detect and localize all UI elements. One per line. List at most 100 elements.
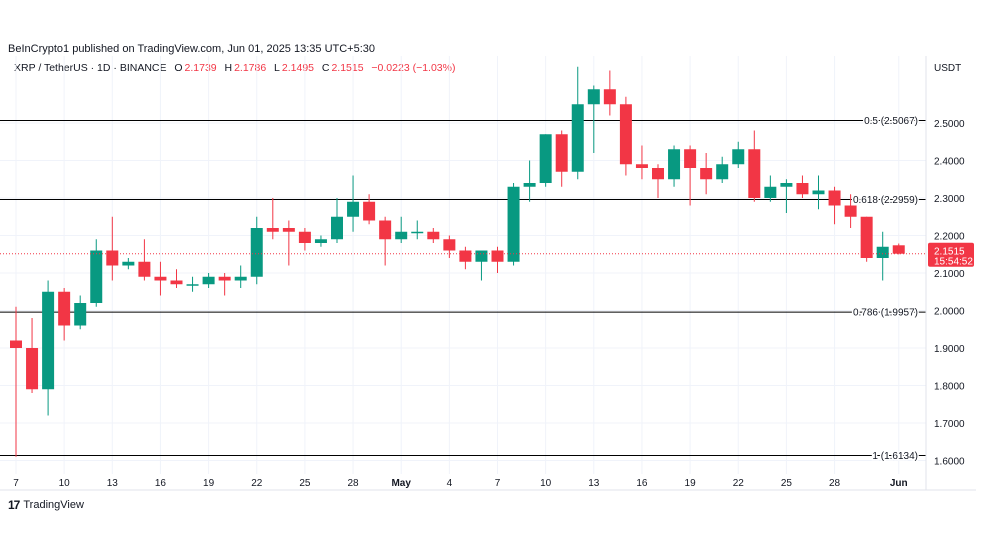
candle-body-down xyxy=(635,164,648,168)
candle-body-up xyxy=(475,250,488,262)
x-tick-label: 22 xyxy=(251,478,263,489)
candle-body-up xyxy=(42,291,55,390)
candle-body-up xyxy=(331,216,343,240)
candle-body-up xyxy=(507,186,520,262)
candle-body-down xyxy=(266,228,279,232)
y-tick-label: 2.5000 xyxy=(934,119,965,130)
candle-body-up xyxy=(122,261,135,266)
currency-label[interactable]: USDT xyxy=(934,63,962,74)
y-tick-label: 2.0000 xyxy=(934,307,965,318)
candle-body-down xyxy=(170,280,183,285)
candle-body-down xyxy=(427,231,440,240)
current-price-value: 2.1515 xyxy=(934,247,965,258)
tradingview-logo-icon: 17 xyxy=(8,498,20,512)
candle-body-down xyxy=(138,261,151,277)
candle-body-up xyxy=(314,239,327,243)
x-tick-label: 25 xyxy=(781,478,793,489)
fib-level-label: 0.618 (2.2959) xyxy=(853,195,918,206)
x-tick-label: 10 xyxy=(540,478,552,489)
candle-body-up xyxy=(74,303,87,326)
x-tick-label: 4 xyxy=(447,478,453,489)
fib-level-label: 0.5 (2.5067) xyxy=(864,116,918,127)
fib-level-label: 0.786 (1.9957) xyxy=(853,308,918,319)
candle-body-up xyxy=(523,183,536,187)
candle-body-up xyxy=(395,231,408,240)
candle-body-down xyxy=(363,201,376,221)
x-tick-label: 22 xyxy=(733,478,745,489)
fibonacci-levels[interactable]: 0.5 (2.5067) 0.618 (2.2959) 0.786 (1.9957)… xyxy=(0,114,926,463)
candle-body-up xyxy=(732,149,745,165)
low-value: 2.1495 xyxy=(281,62,315,74)
high-label: H xyxy=(224,62,233,74)
y-tick-label: 1.7000 xyxy=(934,419,965,430)
low-label: L xyxy=(274,62,280,74)
candle-body-down xyxy=(491,250,504,262)
candle-body-down xyxy=(282,228,295,232)
y-tick-label: 2.4000 xyxy=(934,157,965,168)
x-tick-label: 7 xyxy=(495,478,501,489)
candle-body-down xyxy=(379,220,392,240)
fib-level-label: 1 (1.6134) xyxy=(872,451,918,462)
y-tick-label: 2.2000 xyxy=(934,232,965,243)
close-value: 2.1515 xyxy=(331,62,364,74)
x-tick-label: 28 xyxy=(347,478,359,489)
candle-body-down xyxy=(828,190,841,206)
candle-body-up xyxy=(234,276,247,281)
x-tick-label: May xyxy=(391,478,411,489)
current-price-countdown: 15:54:52 xyxy=(934,257,973,268)
candle-body-down xyxy=(892,245,905,254)
y-tick-label: 1.9000 xyxy=(934,344,965,355)
candle-body-up xyxy=(716,164,729,180)
x-tick-label: 16 xyxy=(155,478,167,489)
candle-body-up xyxy=(202,276,215,285)
x-tick-label: 7 xyxy=(13,478,19,489)
candle-body-up xyxy=(764,186,777,198)
candle-body-down xyxy=(443,239,456,251)
x-tick-label: 28 xyxy=(829,478,841,489)
candle-body-down xyxy=(58,291,71,326)
candle-body-down xyxy=(652,168,664,180)
y-tick-label: 1.8000 xyxy=(934,382,965,393)
x-tick-label: 13 xyxy=(588,478,600,489)
open-label: O xyxy=(174,62,183,74)
x-tick-label: 25 xyxy=(299,478,311,489)
tradingview-logo[interactable]: 17 TradingView xyxy=(8,498,84,512)
candle-body-down xyxy=(298,231,311,243)
candle-body-down xyxy=(154,276,167,281)
candle-body-down xyxy=(748,149,761,198)
candle-body-down xyxy=(26,348,39,390)
y-tick-label: 2.1000 xyxy=(934,269,965,280)
candle-body-up xyxy=(90,250,103,303)
candle-body-down xyxy=(619,104,632,165)
candle-body-up xyxy=(411,231,424,234)
candle-body-up xyxy=(587,89,600,105)
tradingview-brand: TradingView xyxy=(23,499,84,511)
candle-body-up xyxy=(812,190,825,195)
candle-body-up xyxy=(780,183,793,187)
x-tick-label: 19 xyxy=(685,478,697,489)
candle-body-down xyxy=(603,89,616,105)
published-caption: BeInCrypto1 published on TradingView.com… xyxy=(8,43,376,55)
candle-body-up xyxy=(250,228,263,277)
candle-body-up xyxy=(668,149,681,180)
candle-body-down xyxy=(10,340,22,348)
change-value: −0.0223 (−1.03%) xyxy=(371,62,456,74)
x-tick-label: 13 xyxy=(107,478,119,489)
candle-body-down xyxy=(700,168,713,180)
candle-body-down xyxy=(459,250,472,262)
candles xyxy=(10,66,905,457)
candle-body-down xyxy=(860,216,873,258)
x-tick-label: 19 xyxy=(203,478,215,489)
high-value: 2.1786 xyxy=(234,62,267,74)
candle-body-down xyxy=(684,149,697,168)
candle-body-down xyxy=(555,134,568,172)
candle-body-down xyxy=(218,276,231,281)
candle-body-down xyxy=(844,205,857,217)
candle-body-up xyxy=(186,284,199,286)
symbol-label[interactable]: XRP / TetherUS · 1D · BINANCE xyxy=(14,62,167,74)
y-tick-label: 2.3000 xyxy=(934,194,965,205)
x-tick-label: Jun xyxy=(890,478,908,489)
y-tick-label: 1.6000 xyxy=(934,457,965,468)
x-tick-label: 10 xyxy=(59,478,71,489)
